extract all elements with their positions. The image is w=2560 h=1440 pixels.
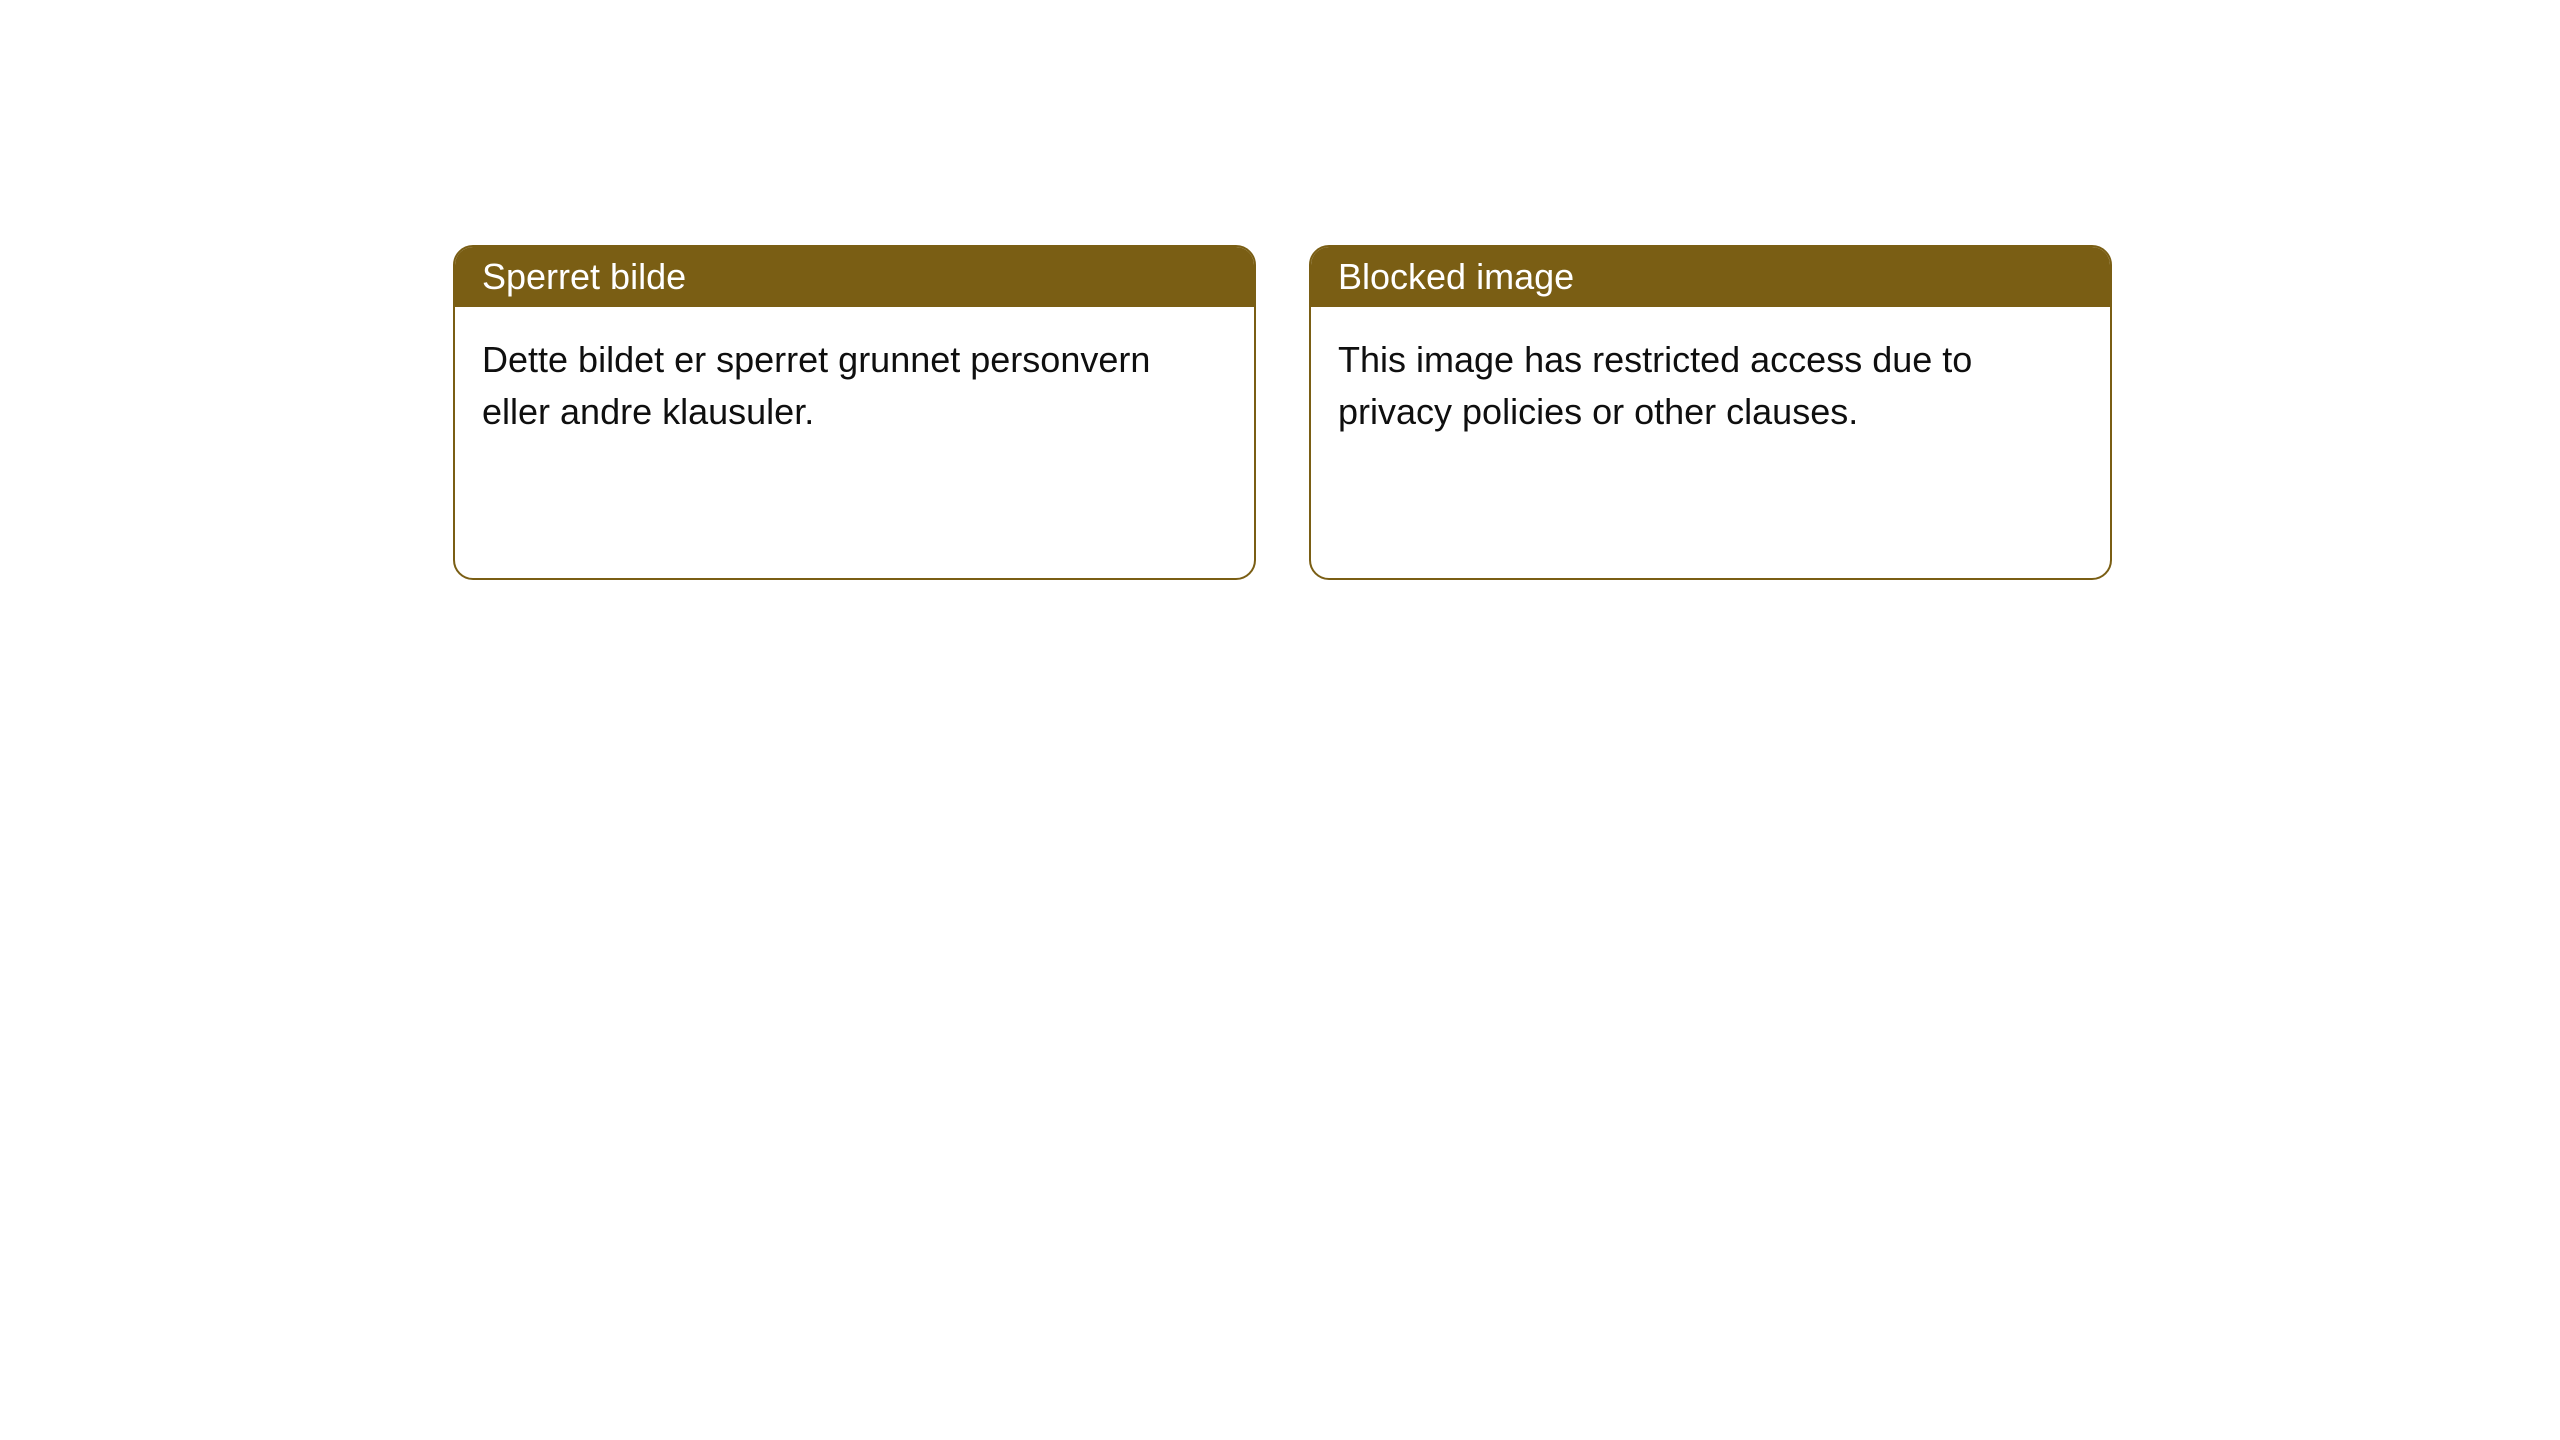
notice-body-en: This image has restricted access due to … xyxy=(1311,307,2110,465)
notice-title-no: Sperret bilde xyxy=(455,247,1254,307)
notice-card-no: Sperret bilde Dette bildet er sperret gr… xyxy=(453,245,1256,580)
notice-card-en: Blocked image This image has restricted … xyxy=(1309,245,2112,580)
notice-body-no: Dette bildet er sperret grunnet personve… xyxy=(455,307,1254,465)
notices-container: Sperret bilde Dette bildet er sperret gr… xyxy=(453,245,2112,580)
notice-title-en: Blocked image xyxy=(1311,247,2110,307)
